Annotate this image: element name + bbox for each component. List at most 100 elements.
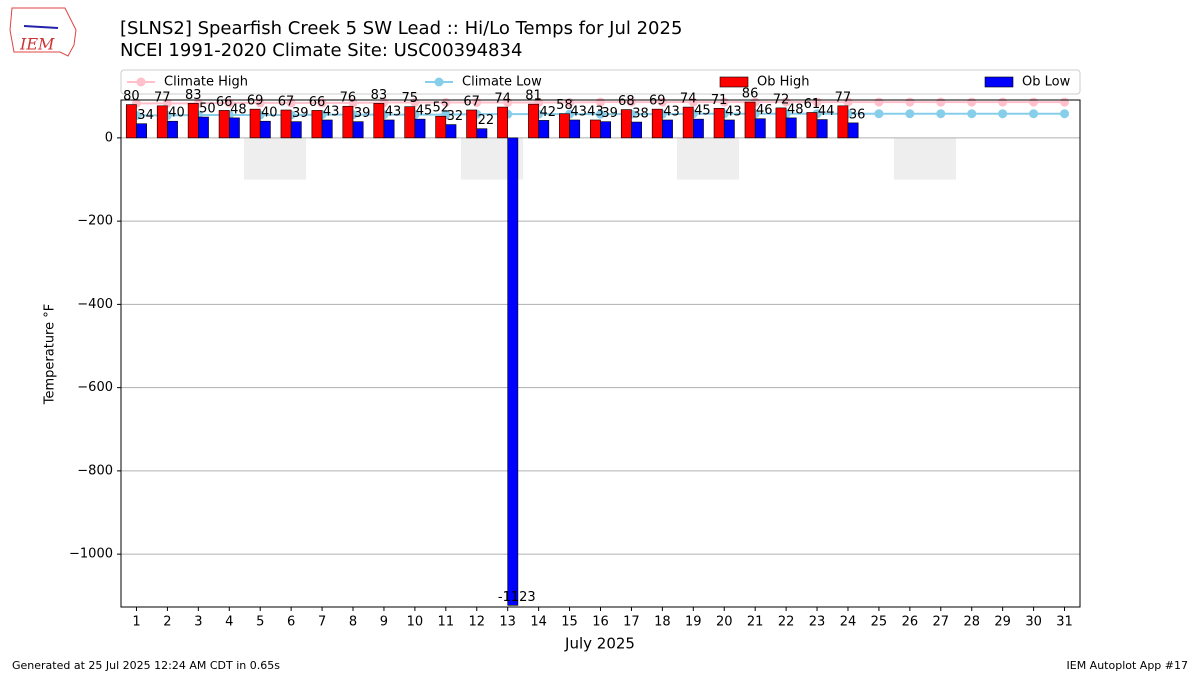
bar (290, 121, 302, 139)
bar (198, 116, 209, 139)
legend-label: Ob Low (1022, 75, 1071, 90)
value-label: 52 (432, 101, 449, 116)
value-label: 43 (725, 104, 742, 119)
x-tick-label: 18 (654, 615, 671, 630)
bar (435, 115, 447, 139)
climate-point (1060, 97, 1070, 107)
climate-point (1029, 97, 1039, 107)
bar (311, 110, 323, 139)
bar (682, 106, 694, 139)
x-axis-label: July 2025 (564, 635, 635, 653)
chart-subtitle: NCEI 1991-2020 Climate Site: USC00394834 (120, 40, 522, 61)
bar (559, 113, 570, 139)
value-label: 75 (402, 91, 419, 106)
climate-point (936, 97, 946, 107)
bar (259, 120, 271, 139)
x-tick-label: 3 (194, 615, 202, 630)
x-tick-label: 1 (132, 615, 140, 630)
x-tick-label: 29 (994, 615, 1011, 630)
plot-frame (120, 99, 1081, 608)
x-tick-label: 2 (163, 615, 171, 630)
climate-point (874, 109, 884, 119)
climate-point (286, 98, 296, 108)
x-tick-label: 17 (623, 615, 640, 630)
value-label: 39 (601, 106, 618, 121)
climate-point (1029, 109, 1039, 119)
x-tick-label: 26 (902, 615, 919, 630)
legend-label: Climate Low (462, 75, 542, 90)
legend-label: Ob High (757, 75, 810, 90)
value-label: 81 (525, 89, 542, 104)
x-tick-label: 6 (287, 615, 295, 630)
bar (631, 121, 642, 139)
y-tick-label: −400 (77, 297, 113, 312)
x-tick-label: 30 (1025, 615, 1042, 630)
bar (321, 119, 333, 139)
value-label: 48 (787, 102, 804, 117)
value-label: 39 (292, 106, 309, 121)
legend-swatch (984, 76, 1014, 88)
bar (528, 103, 539, 139)
climate-point (874, 97, 884, 107)
value-label: 67 (278, 94, 295, 109)
value-label: 44 (818, 104, 835, 119)
bar (723, 119, 735, 139)
footer-right: IEM Autoplot App #17 (1067, 659, 1189, 672)
bar (569, 119, 581, 139)
x-tick-label: 15 (561, 615, 578, 630)
value-label: 69 (247, 94, 264, 109)
climate-point (224, 98, 234, 108)
bar (352, 121, 364, 139)
y-tick-label: −1000 (69, 547, 113, 562)
x-tick-label: 28 (963, 615, 980, 630)
bar (538, 120, 550, 139)
bar (445, 124, 457, 139)
value-label: 77 (835, 90, 852, 105)
value-label: 43 (570, 104, 587, 119)
value-label: 42 (539, 105, 556, 120)
climate-point (998, 97, 1008, 107)
bar (280, 109, 292, 139)
value-label: 83 (371, 88, 388, 103)
climate-point (255, 98, 265, 108)
bar (775, 107, 787, 139)
x-tick-label: 7 (318, 615, 326, 630)
value-label: 66 (216, 95, 233, 110)
x-tick-label: 8 (349, 615, 357, 630)
bar (228, 117, 240, 139)
bar (383, 119, 395, 139)
value-label: 67 (463, 94, 480, 109)
y-tick-label: −600 (77, 380, 113, 395)
value-label: 58 (556, 98, 573, 113)
climate-point (905, 109, 915, 119)
climate-point (967, 97, 977, 107)
bar (125, 104, 137, 139)
x-tick-label: 31 (1056, 615, 1073, 630)
value-label: 68 (618, 94, 635, 109)
y-tick-label: 0 (105, 130, 113, 145)
legend-label: Climate High (164, 75, 248, 90)
value-label: 40 (168, 106, 185, 121)
x-tick-label: 13 (499, 615, 516, 630)
value-label: 80 (123, 89, 140, 104)
x-tick-label: 25 (871, 615, 888, 630)
bar (816, 119, 828, 139)
bar (156, 105, 168, 139)
logo-text: IEM (19, 35, 55, 54)
x-tick-label: 22 (778, 615, 795, 630)
legend-marker (434, 77, 444, 87)
x-tick-label: 4 (225, 615, 233, 630)
value-label: 40 (261, 106, 278, 121)
x-tick-label: 12 (468, 615, 485, 630)
value-label: 74 (680, 92, 697, 107)
y-tick-label: −800 (77, 463, 113, 478)
value-label: 46 (756, 103, 773, 118)
x-tick-label: 5 (256, 615, 264, 630)
value-label: 38 (632, 107, 649, 122)
x-tick-label: 24 (840, 615, 857, 630)
bar (507, 137, 519, 606)
weekend-shading (244, 138, 956, 180)
x-tick-label: 19 (685, 615, 702, 630)
value-label: 43 (663, 104, 680, 119)
